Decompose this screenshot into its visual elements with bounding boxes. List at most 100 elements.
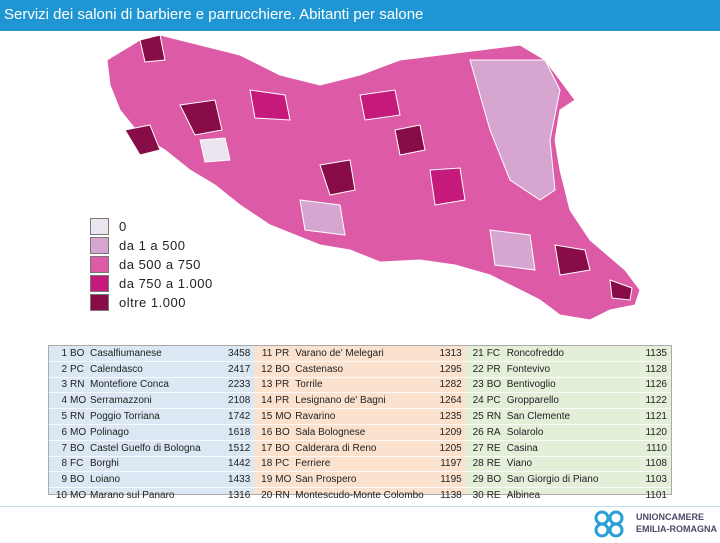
province: BO	[275, 363, 290, 375]
municipality: Casina	[506, 442, 538, 454]
rank: 22	[472, 363, 484, 375]
province: BO	[70, 474, 85, 486]
municipality: Casalfiumanese	[90, 347, 162, 359]
municipality: Lesignano de' Bagni	[295, 395, 386, 407]
inhabitants: 1295	[439, 363, 462, 375]
rank: 20	[261, 490, 273, 502]
province: PR	[275, 395, 290, 407]
table-column: 11 PR Varano de' Melegari 1313 12 BO Castenaso…	[254, 346, 466, 504]
rank: 29	[472, 474, 484, 486]
logo-text: EMILIA-ROMAGNA	[636, 524, 717, 534]
logo-text: UNIONCAMERE	[636, 512, 705, 522]
table-row: 16 BO Sala Bolognese 1209	[254, 425, 466, 441]
inhabitants: 1120	[645, 426, 667, 438]
municipality: Ferriere	[295, 458, 331, 470]
rank: 3	[61, 379, 67, 391]
inhabitants: 1313	[439, 347, 462, 359]
municipality: Ravarino	[295, 411, 336, 423]
municipality: Calendasco	[90, 363, 143, 375]
municipality: Calderara di Reno	[295, 442, 377, 454]
inhabitants: 1205	[439, 442, 462, 454]
footer-line	[0, 506, 720, 507]
table-row: 12 BO Castenaso 1295	[254, 362, 466, 378]
municipality: Castel Guelfo di Bologna	[90, 442, 201, 454]
municipality: Bentivoglio	[506, 379, 556, 391]
legend-item: oltre 1.000	[90, 293, 213, 312]
rank: 15	[261, 411, 273, 423]
table-row: 14 PR Lesignano de' Bagni 1264	[254, 393, 466, 410]
table-row: 5 RN Poggio Torriana 1742	[49, 409, 255, 425]
inhabitants: 1209	[439, 426, 462, 438]
municipality: Sala Bolognese	[295, 426, 366, 438]
province: PC	[275, 458, 290, 470]
municipality: Torrile	[295, 379, 323, 391]
inhabitants: 1742	[228, 411, 251, 423]
legend: 0 da 1 a 500 da 500 a 750 da 750 a 1.000 olt…	[90, 217, 213, 312]
province: MO	[70, 395, 87, 407]
table-row: 27 RE Casina 1110	[465, 441, 671, 457]
table-row: 11 PR Varano de' Melegari 1313	[254, 346, 466, 362]
table-row: 29 BO San Giorgio di Piano 1103	[465, 472, 671, 489]
legend-item: 0	[90, 217, 213, 236]
rank: 12	[261, 363, 273, 375]
legend-label: da 1 a 500	[119, 238, 186, 253]
municipality: Poggio Torriana	[90, 411, 160, 423]
rank: 18	[261, 458, 273, 470]
municipality: Castenaso	[295, 363, 344, 375]
legend-item: da 500 a 750	[90, 255, 213, 274]
province: RN	[275, 490, 290, 502]
province: PR	[486, 363, 501, 375]
table-row: 28 RE Viano 1108	[465, 457, 671, 473]
table-row: 20 RN Montescudo-Monte Colombo 1138	[254, 488, 466, 504]
municipality: Viano	[506, 458, 533, 470]
rank: 2	[61, 363, 67, 375]
municipality: Solarolo	[506, 426, 544, 438]
rank: 8	[61, 458, 67, 470]
table-row: 23 BO Bentivoglio 1126	[465, 378, 671, 394]
inhabitants: 2108	[228, 395, 251, 407]
legend-swatch	[90, 237, 109, 254]
inhabitants: 1512	[228, 442, 251, 454]
legend-swatch	[90, 218, 109, 235]
inhabitants: 1282	[439, 379, 462, 391]
rank: 7	[61, 442, 67, 454]
municipality: Serramazzoni	[90, 395, 152, 407]
province: RN	[70, 411, 85, 423]
legend-label: 0	[119, 219, 127, 234]
province: RA	[486, 426, 501, 438]
rank: 14	[261, 395, 273, 407]
inhabitants: 1618	[228, 426, 251, 438]
table-row: 6 MO Polinago 1618	[49, 425, 255, 441]
municipality: San Clemente	[506, 411, 571, 423]
legend-label: da 750 a 1.000	[119, 276, 213, 291]
logo-icon	[594, 510, 624, 538]
table-row: 2 PC Calendasco 2417	[49, 362, 255, 378]
inhabitants: 1126	[645, 379, 667, 391]
table-row: 3 RN Montefiore Conca 2233	[49, 378, 255, 394]
inhabitants: 2417	[228, 363, 251, 375]
rank: 4	[61, 395, 67, 407]
rank: 25	[472, 411, 484, 423]
inhabitants: 1122	[645, 395, 667, 407]
municipality: Marano sul Panaro	[90, 490, 175, 502]
legend-item: da 750 a 1.000	[90, 274, 213, 293]
province: MO	[275, 474, 292, 486]
municipality: Montefiore Conca	[90, 379, 169, 391]
inhabitants: 2233	[228, 379, 251, 391]
legend-swatch	[90, 256, 109, 273]
table-row: 19 MO San Prospero 1195	[254, 472, 466, 489]
legend-label: oltre 1.000	[119, 295, 186, 310]
municipality: Borghi	[90, 458, 119, 470]
legend-label: da 500 a 750	[119, 257, 201, 272]
table-row: 13 PR Torrile 1282	[254, 378, 466, 394]
municipality: Loiano	[90, 474, 121, 486]
table-column: 21 FC Roncofreddo 1135 22 PR Fontevivo 1128 23 BO…	[465, 346, 671, 504]
legend-swatch	[90, 294, 109, 311]
rank: 13	[261, 379, 273, 391]
municipality: Fontevivo	[506, 363, 551, 375]
inhabitants: 1110	[646, 442, 667, 454]
inhabitants: 1195	[440, 474, 462, 486]
province: RE	[486, 490, 501, 502]
table-row: 30 RE Albinea 1101	[465, 488, 671, 504]
inhabitants: 1264	[439, 395, 462, 407]
